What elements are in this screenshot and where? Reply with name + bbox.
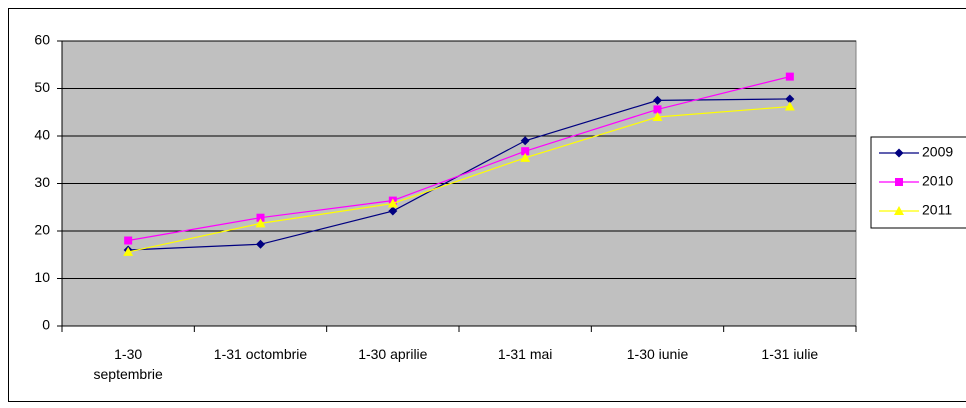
- y-tick-label: 10: [34, 269, 50, 285]
- point: [785, 94, 795, 104]
- point: [785, 72, 794, 81]
- y-tick-label: 50: [34, 79, 50, 95]
- point: [653, 105, 662, 114]
- legend-label: 2011: [922, 202, 952, 218]
- point: [256, 239, 265, 249]
- y-tick-label: 40: [34, 127, 50, 143]
- x-tick-label: 1-31 mai: [497, 346, 553, 362]
- y-tick-label: 20: [34, 222, 50, 238]
- x-tick-label: 1-31 octombrie: [213, 346, 308, 362]
- series-line: [128, 76, 790, 242]
- point: [784, 101, 795, 111]
- point: [255, 218, 266, 228]
- point: [123, 246, 134, 256]
- x-tick-label: 1-30 septembrie: [93, 346, 163, 382]
- x-tick-label: 1-30 iunie: [626, 346, 689, 362]
- point: [895, 178, 903, 186]
- legend-label: 2010: [922, 173, 953, 189]
- x-tick-label: 1-31 iulie: [761, 346, 819, 362]
- point: [520, 152, 531, 162]
- point: [124, 236, 133, 245]
- point: [653, 95, 662, 105]
- point: [387, 198, 398, 208]
- y-tick-label: 30: [34, 174, 50, 190]
- y-tick-label: 0: [42, 317, 50, 333]
- point: [652, 112, 663, 121]
- x-tick-label: 1-30 aprilie: [358, 346, 428, 362]
- point: [894, 206, 904, 215]
- legend-label: 2009: [922, 144, 953, 160]
- point: [388, 206, 398, 216]
- point: [521, 147, 530, 156]
- point: [256, 213, 265, 222]
- y-tick-label: 60: [34, 32, 50, 48]
- point: [520, 136, 530, 146]
- point: [894, 148, 904, 158]
- series-line: [128, 105, 790, 253]
